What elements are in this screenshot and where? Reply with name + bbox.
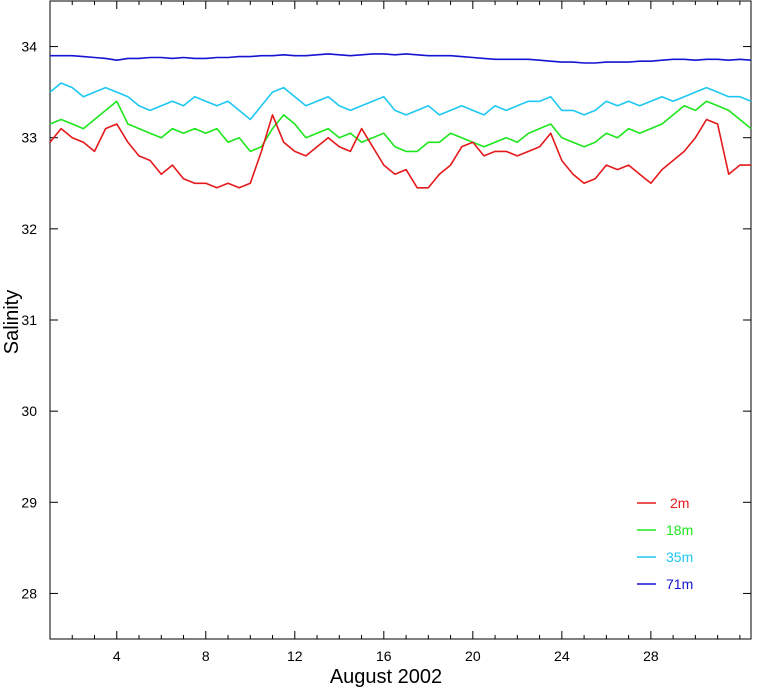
y-tick-label: 28 bbox=[21, 585, 37, 601]
x-tick-label: 24 bbox=[554, 648, 570, 664]
y-tick-label: 31 bbox=[21, 312, 37, 328]
y-tick-label: 32 bbox=[21, 221, 37, 237]
y-tick-label: 30 bbox=[21, 403, 37, 419]
plot-frame bbox=[49, 0, 752, 640]
x-tick-label: 8 bbox=[202, 648, 210, 664]
series-line-18m bbox=[49, 100, 752, 153]
ticks-layer: 28 29 30 31 32 33 34 4 8 12 16 20 24 28 bbox=[21, 1, 751, 664]
legend-label-71m: 71m bbox=[666, 576, 693, 592]
series-line-2m bbox=[49, 114, 751, 189]
legend-label-35m: 35m bbox=[666, 549, 693, 565]
series-layer bbox=[49, 53, 752, 189]
series-line-35m bbox=[49, 82, 752, 121]
x-tick-label: 12 bbox=[287, 648, 303, 664]
x-tick-label: 20 bbox=[465, 648, 481, 664]
series-line-71m bbox=[50, 53, 752, 64]
legend-label-18m: 18m bbox=[666, 522, 693, 538]
legend-label-2m: 2m bbox=[670, 495, 689, 511]
y-tick-label: 33 bbox=[21, 130, 37, 146]
legend: 2m 18m 35m 71m bbox=[637, 495, 693, 592]
y-tick-label: 34 bbox=[21, 39, 37, 55]
x-tick-label: 4 bbox=[113, 648, 121, 664]
x-axis-title: August 2002 bbox=[330, 666, 442, 688]
y-axis-title: Salinity bbox=[1, 290, 23, 354]
x-tick-label: 16 bbox=[376, 648, 392, 664]
x-tick-label: 28 bbox=[643, 648, 659, 664]
y-tick-label: 29 bbox=[21, 494, 37, 510]
